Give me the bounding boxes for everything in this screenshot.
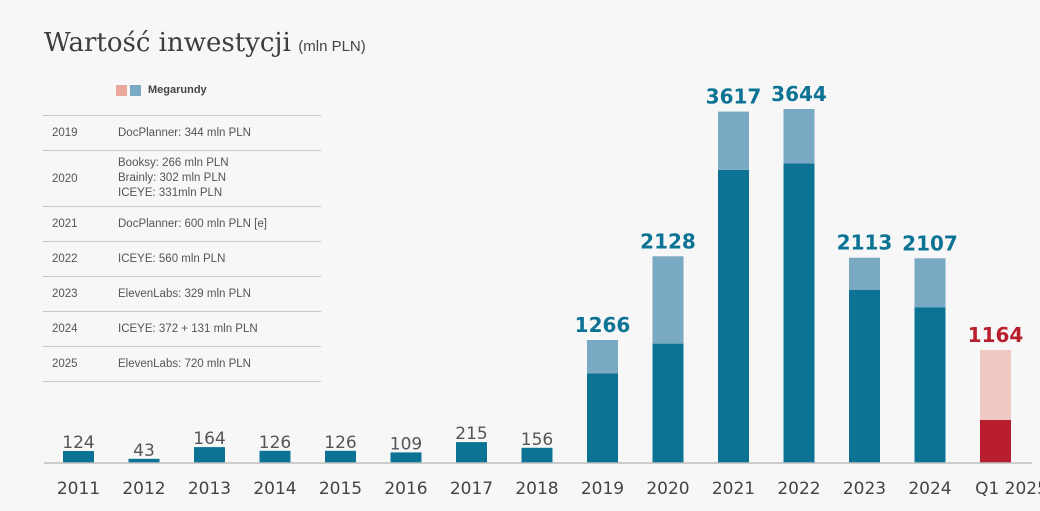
bar-base <box>194 447 225 463</box>
table-deals: DocPlanner: 344 mln PLN <box>118 115 321 151</box>
bar-base <box>325 450 356 463</box>
table-row: 2022 ICEYE: 560 mln PLN <box>43 241 321 277</box>
x-tick-label: 2018 <box>515 479 558 499</box>
table-year: 2025 <box>43 346 118 382</box>
data-label: 3644 <box>771 82 827 106</box>
data-label: 156 <box>521 430 553 450</box>
deal-text: ICEYE: 331mln PLN <box>118 187 223 199</box>
table-year: 2024 <box>43 311 118 347</box>
megaround-table: 2019 DocPlanner: 344 mln PLN 2020 Booksy: 2… <box>43 115 321 382</box>
table-deals: DocPlanner: 600 mln PLN [e] <box>118 206 321 242</box>
data-label: 126 <box>259 433 291 453</box>
x-tick-label: 2013 <box>188 479 231 499</box>
bar-base <box>259 450 291 463</box>
chart-unit: (mln PLN) <box>298 38 366 55</box>
data-label: 164 <box>193 429 225 449</box>
bar-base <box>128 458 160 463</box>
table-year: 2020 <box>43 150 118 207</box>
legend-swatch-q1-mega <box>116 84 127 96</box>
bar-base <box>390 452 422 463</box>
chart-title: Wartość inwestycji <box>44 28 291 58</box>
bar-megaround <box>718 111 749 170</box>
x-tick-label: 2015 <box>319 479 362 499</box>
deal-text: ICEYE: 560 mln PLN <box>118 252 226 265</box>
legend: Megarundy <box>116 84 207 96</box>
table-row: 2019 DocPlanner: 344 mln PLN <box>43 115 321 151</box>
bar-megaround <box>652 256 684 344</box>
bar-base <box>456 442 487 463</box>
table-row: 2025 ElevenLabs: 720 mln PLN <box>43 346 321 382</box>
deal-text: ElevenLabs: 329 mln PLN <box>118 287 251 300</box>
bar-base <box>63 451 94 463</box>
x-tick-label: 2017 <box>450 479 493 499</box>
table-year: 2023 <box>43 276 118 312</box>
x-tick-label: 2022 <box>777 479 820 499</box>
x-tick-label: 2014 <box>253 479 296 499</box>
x-tick-label: 2016 <box>384 479 427 499</box>
data-label: 43 <box>133 441 155 461</box>
table-year: 2019 <box>43 115 118 151</box>
data-label: 126 <box>324 433 356 453</box>
bar-megaround <box>914 258 946 308</box>
table-deals: Booksy: 266 mln PLN Brainly: 302 mln PLN I… <box>118 150 321 207</box>
bar-megaround <box>783 109 815 164</box>
table-row: 2021 DocPlanner: 600 mln PLN [e] <box>43 206 321 242</box>
table-deals: ICEYE: 372 + 131 mln PLN <box>118 311 321 347</box>
table-deals: ElevenLabs: 720 mln PLN <box>118 346 321 382</box>
x-tick-label: 2019 <box>581 479 624 499</box>
x-tick-label: 2023 <box>843 479 886 499</box>
data-label: 3617 <box>706 85 762 109</box>
bar-megaround <box>587 340 618 374</box>
data-label: 2128 <box>640 229 696 253</box>
x-tick-label: 2012 <box>122 479 165 499</box>
table-year: 2022 <box>43 241 118 277</box>
deal-text: DocPlanner: 344 mln PLN <box>118 126 251 139</box>
bar-base <box>849 289 880 463</box>
bar-base <box>718 169 749 463</box>
chart-title-block: Wartość inwestycji (mln PLN) <box>44 28 366 58</box>
bar-base <box>587 373 618 463</box>
table-row: 2020 Booksy: 266 mln PLN Brainly: 302 mln … <box>43 150 321 207</box>
data-label: 2107 <box>902 231 958 255</box>
bar-base <box>980 419 1011 463</box>
x-tick-label: 2021 <box>712 479 755 499</box>
bar-base <box>783 163 815 463</box>
legend-label: Megarundy <box>148 84 207 96</box>
data-label: 2113 <box>837 231 893 255</box>
data-label: 124 <box>62 433 94 453</box>
bar-base <box>652 343 684 463</box>
x-tick-label: 2020 <box>646 479 689 499</box>
table-deals: ICEYE: 560 mln PLN <box>118 241 321 277</box>
bar-megaround <box>849 257 880 290</box>
table-row: 2023 ElevenLabs: 329 mln PLN <box>43 276 321 312</box>
table-deals: ElevenLabs: 329 mln PLN <box>118 276 321 312</box>
data-label: 1266 <box>575 313 631 337</box>
data-label: 215 <box>455 424 487 444</box>
deal-text: DocPlanner: 600 mln PLN [e] <box>118 217 267 230</box>
deal-text: ElevenLabs: 720 mln PLN <box>118 357 251 370</box>
legend-swatch-mega <box>130 84 141 96</box>
data-label: 1164 <box>968 323 1024 347</box>
table-row: 2024 ICEYE: 372 + 131 mln PLN <box>43 311 321 347</box>
x-tick-label: 2011 <box>57 479 100 499</box>
table-year: 2021 <box>43 206 118 242</box>
deal-text: Brainly: 302 mln PLN <box>118 172 227 184</box>
bar-base <box>914 307 946 463</box>
x-tick-label: Q1 2025 <box>975 479 1040 499</box>
deal-text: Booksy: 266 mln PLN <box>118 157 229 169</box>
deal-text: ICEYE: 372 + 131 mln PLN <box>118 322 258 335</box>
data-label: 109 <box>390 434 422 454</box>
bar-megaround <box>980 349 1011 420</box>
x-tick-label: 2024 <box>908 479 951 499</box>
bar-base <box>521 447 553 463</box>
